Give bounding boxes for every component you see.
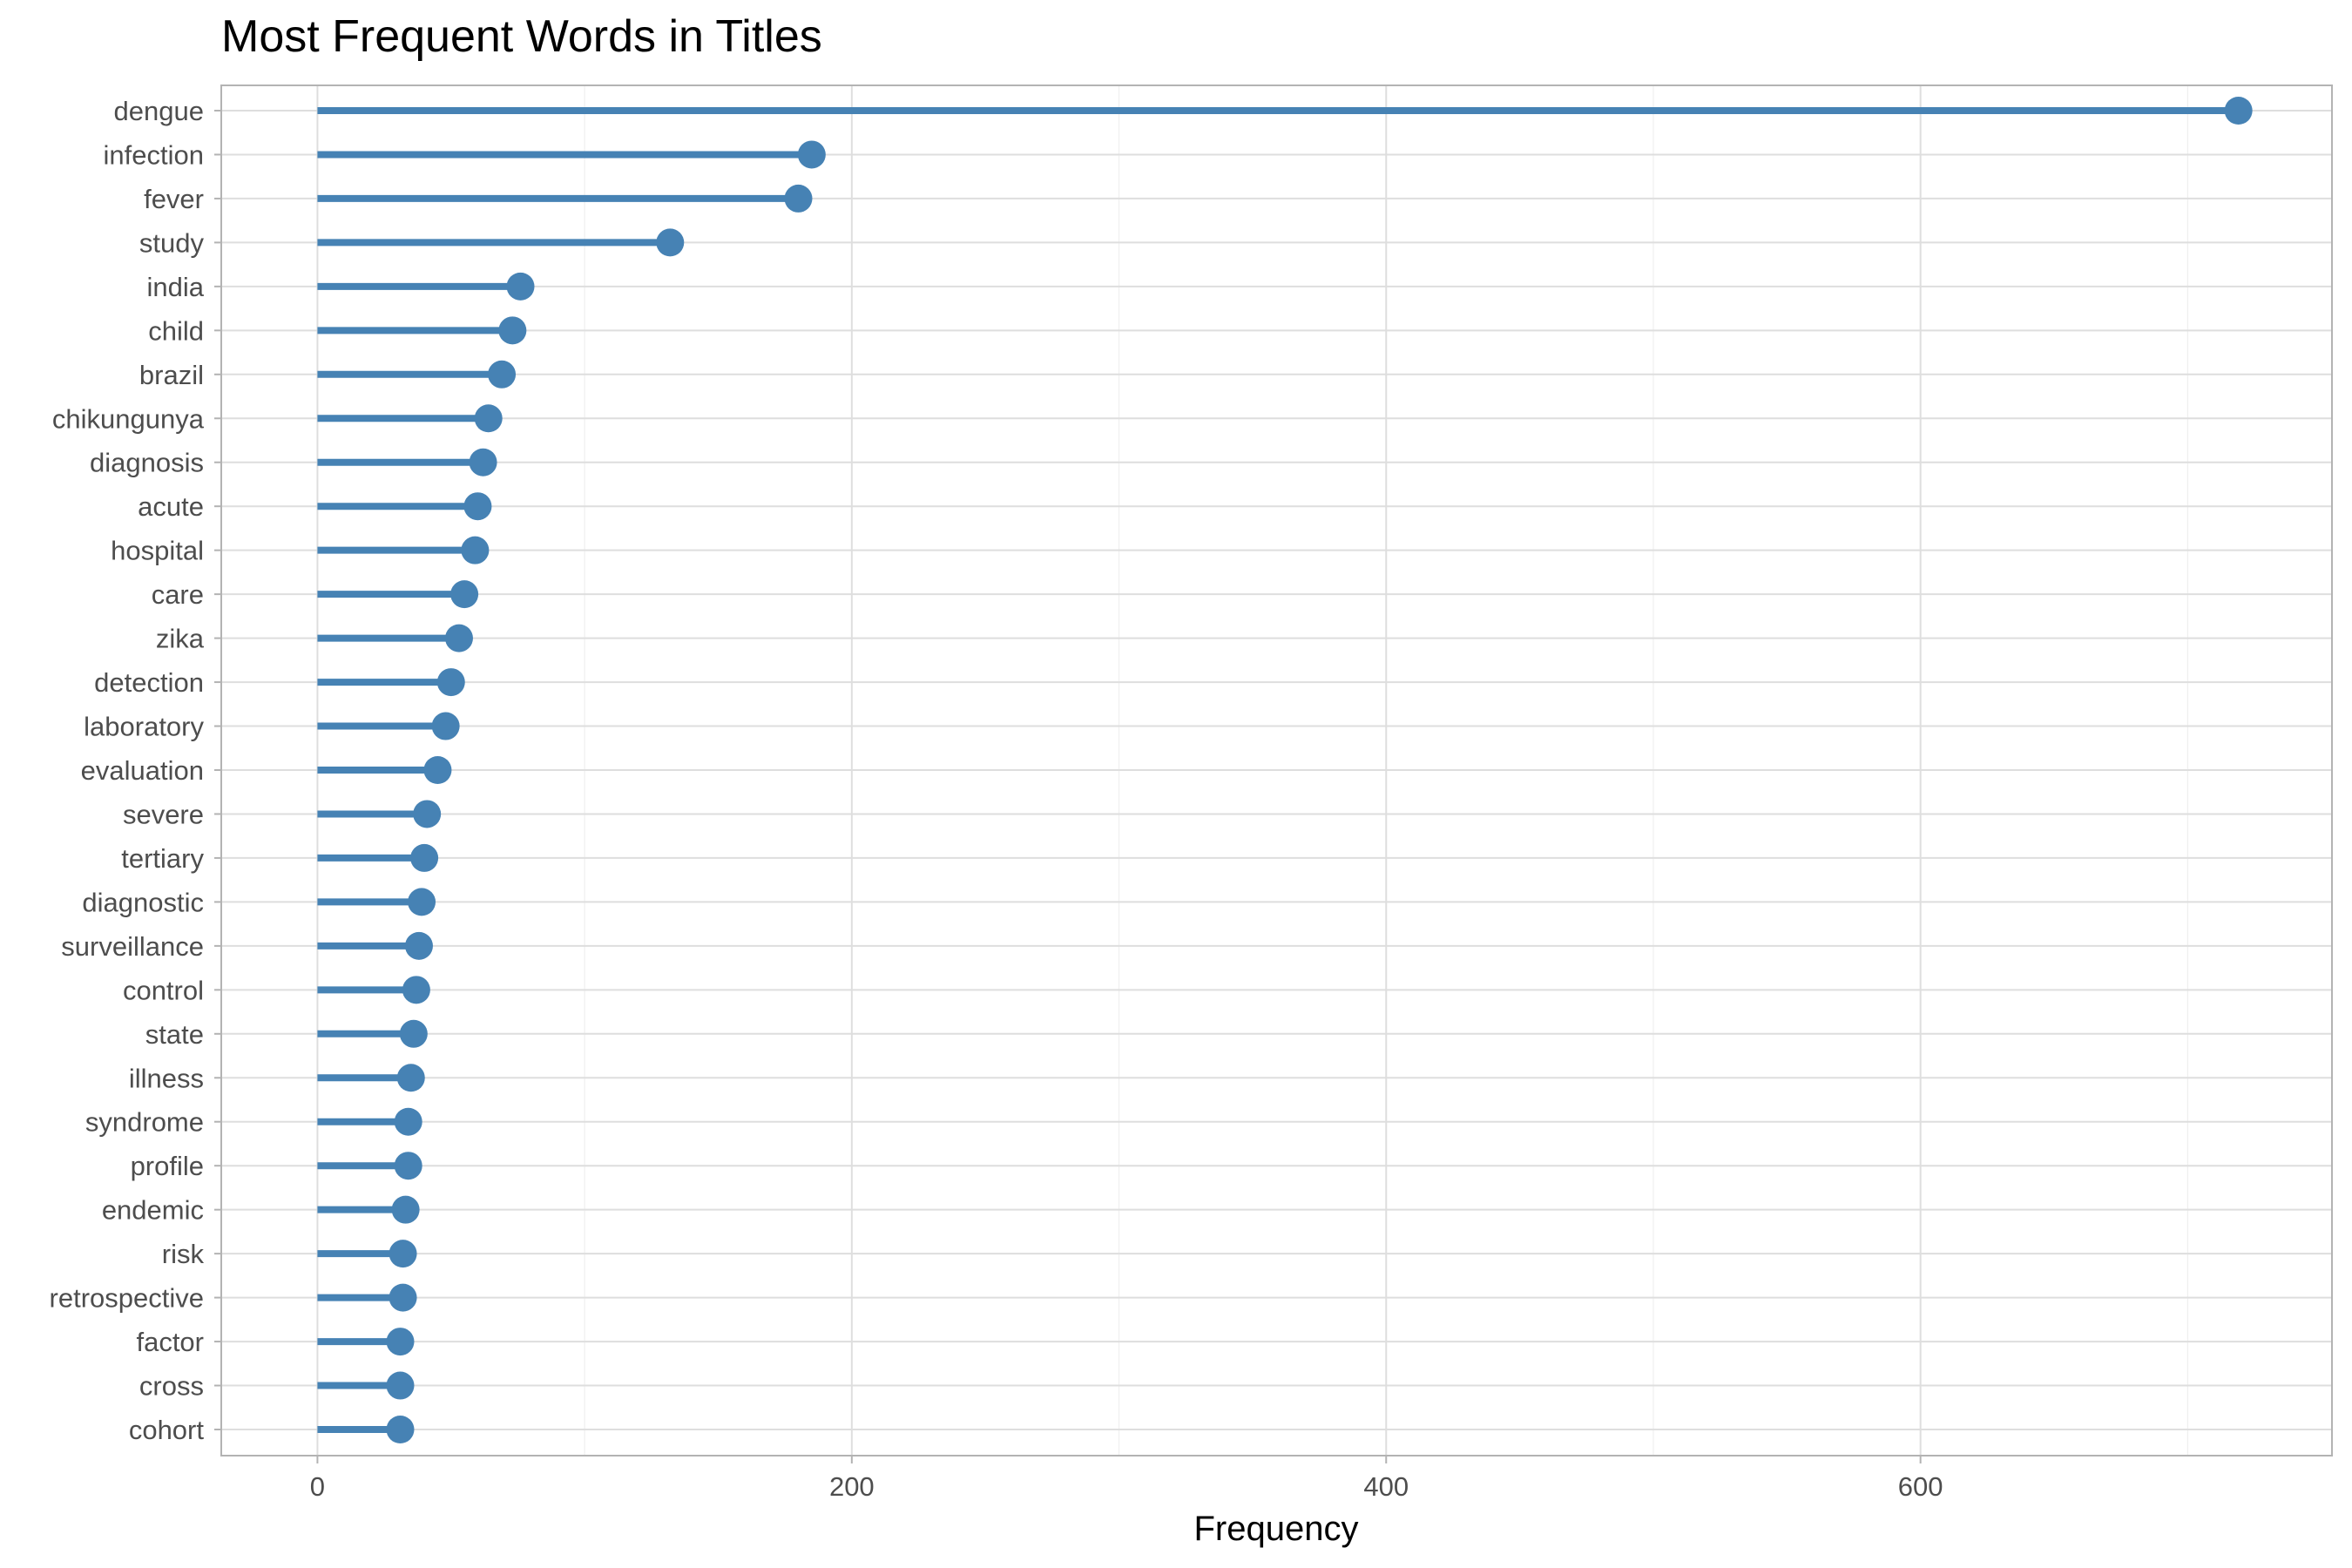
lollipop-point [463,492,492,521]
lollipop-point [474,404,503,433]
y-tick-label: study [139,227,205,258]
lollipop-point [423,756,452,784]
lollipop-point [784,184,813,213]
y-tick-label: brazil [139,360,204,390]
y-tick-label: profile [131,1151,204,1181]
y-tick-label: fever [144,184,204,214]
y-tick-label: surveillance [61,931,204,962]
lollipop-point [399,1019,428,1048]
mark-layer [317,97,2253,1443]
lollipop-point [656,228,685,257]
chart-title: Most Frequent Words in Titles [221,11,822,62]
lollipop-point [436,668,465,697]
y-tick-label: chikungunya [52,403,205,434]
x-tick-label: 600 [1898,1471,1943,1502]
y-tick-label: hospital [111,536,204,566]
lollipop-point [410,843,439,872]
lollipop-point [469,448,497,476]
y-tick-label: diagnostic [82,887,204,917]
x-tick-label: 400 [1363,1471,1409,1502]
lollipop-point [402,976,430,1004]
y-tick-label: india [147,272,205,302]
y-tick-label: endemic [102,1195,204,1226]
lollipop-point [408,888,436,916]
lollipop-point [506,272,535,301]
lollipop-point [386,1328,415,1356]
x-axis-title: Frequency [1194,1510,1359,1548]
y-tick-label: control [123,975,204,1005]
label-layer: dengue infection fever study india child brazi… [50,96,1943,1502]
lollipop-point [498,316,527,345]
lollipop-point [2224,97,2253,125]
y-tick-label: tertiary [121,843,204,874]
lollipop-point [404,931,433,960]
lollipop-point [386,1371,415,1400]
lollipop-point [391,1195,420,1224]
lollipop-point [450,580,479,609]
y-tick-label: state [145,1019,204,1050]
grid-layer [221,85,2332,1456]
lollipop-point [431,712,460,740]
lollipop-point [444,624,473,652]
y-tick-label: retrospective [50,1283,204,1314]
y-tick-label: severe [123,799,204,829]
y-tick-label: risk [162,1239,205,1269]
y-tick-label: evaluation [81,755,204,786]
lollipop-point [389,1240,417,1268]
y-tick-label: child [148,315,204,346]
y-tick-label: detection [94,667,204,698]
lollipop-point [386,1416,415,1443]
y-tick-label: acute [138,491,204,522]
lollipop-point [394,1152,422,1180]
lollipop-point [488,360,517,389]
lollipop-point [413,800,442,828]
y-tick-label: cohort [129,1415,205,1445]
y-tick-label: zika [156,624,205,654]
lollipop-point [461,536,490,564]
y-tick-label: cross [139,1371,204,1402]
lollipop-point [396,1064,425,1092]
y-tick-label: syndrome [85,1107,204,1138]
y-tick-label: care [152,579,204,610]
y-tick-label: dengue [114,96,204,126]
y-tick-label: laboratory [84,712,204,742]
lollipop-point [389,1283,417,1312]
lollipop-point [394,1107,422,1136]
x-tick-label: 0 [310,1471,325,1502]
lollipop-point [797,140,826,169]
y-tick-label: infection [104,139,204,170]
y-tick-label: illness [129,1063,204,1093]
y-tick-label: diagnosis [90,448,204,478]
y-tick-label: factor [136,1327,204,1357]
x-tick-label: 200 [829,1471,875,1502]
